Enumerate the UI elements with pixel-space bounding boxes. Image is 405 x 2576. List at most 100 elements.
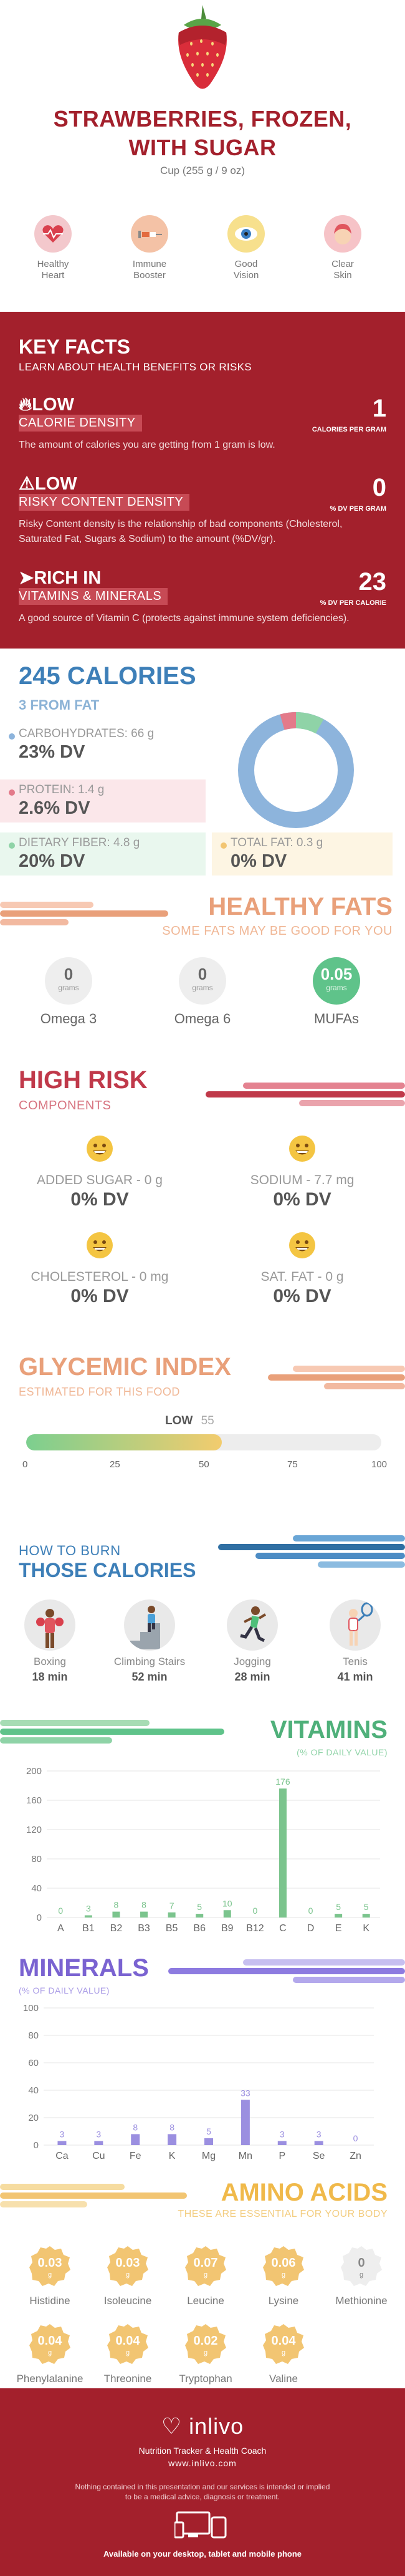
bar-Mn xyxy=(241,2100,250,2145)
bar-B1 xyxy=(84,1915,92,1918)
amino-badge-shape xyxy=(107,2324,148,2364)
y-tick-label: 0 xyxy=(37,1913,42,1923)
x-tick-label: K xyxy=(169,2151,176,2161)
x-tick-label: Ca xyxy=(55,2151,69,2161)
heart-logo-icon: ♡ xyxy=(161,2413,183,2439)
activity-name: Climbing Stairs xyxy=(113,1656,186,1667)
fat-value-circle: 0 grams xyxy=(45,957,92,1005)
benefit-label: Good xyxy=(234,259,258,269)
bar-B6 xyxy=(196,1914,204,1918)
carbs-dv: 23% DV xyxy=(19,742,85,762)
activity-jogging: Jogging 28 min xyxy=(206,1599,299,1684)
amino-unit: g xyxy=(125,2349,130,2357)
header: STRAWBERRIES, FROZEN, WITH SUGAR Cup (25… xyxy=(0,0,405,281)
amino-badge-shape xyxy=(341,2246,382,2286)
fats-subtitle: SOME FATS MAY BE GOOD FOR YOU xyxy=(162,924,393,938)
footer-brand: ♡ inlivo xyxy=(0,2413,405,2439)
activity-minutes: 52 min xyxy=(131,1671,168,1683)
risk-dv: 0% DV xyxy=(70,1286,129,1306)
fact-risky-density: ⚠LOW RISKY CONTENT DENSITY 0 % DV PER GR… xyxy=(19,474,386,547)
bar-Cu xyxy=(94,2141,103,2145)
x-tick-label: B9 xyxy=(221,1923,234,1934)
burn-calories-section: HOW TO BURN THOSE CALORIES Boxing 18 min… xyxy=(0,1509,405,1709)
key-facts-title: KEY FACTS xyxy=(19,335,130,358)
amino-unit: g xyxy=(203,2349,208,2357)
benefits-row: Healthy Heart Immune Booster Good Vision xyxy=(0,215,405,281)
glycemic-bar-fill xyxy=(26,1434,222,1450)
footer-url[interactable]: www.inlivo.com xyxy=(168,2458,237,2468)
fat-unit: grams xyxy=(58,983,79,992)
bar-Se xyxy=(314,2141,323,2145)
amino-acids-section: AMINO ACIDS THESE ARE ESSENTIAL FOR YOUR… xyxy=(0,2179,405,2388)
healthy-fats-section: HEALTHY FATS SOME FATS MAY BE GOOD FOR Y… xyxy=(0,885,405,1048)
tennis-icon xyxy=(330,1599,381,1651)
x-tick-label: C xyxy=(279,1923,287,1934)
amino-item: 0.07 g Leucine xyxy=(165,2245,246,2307)
benefit-label: Skin xyxy=(333,270,352,281)
amino-value: 0.07 xyxy=(193,2256,218,2270)
minerals-decor-stripes xyxy=(168,1959,405,1983)
amino-value: 0.02 xyxy=(193,2334,218,2348)
fact-level: LOW xyxy=(35,474,77,494)
heart-icon xyxy=(34,215,72,253)
amino-item: 0.03 g Isoleucine xyxy=(87,2245,168,2307)
fat-omega6: 0 grams Omega 6 xyxy=(156,957,249,1027)
x-tick-label: B5 xyxy=(166,1923,178,1934)
eye-icon xyxy=(227,215,265,253)
fat-omega3: 0 grams Omega 3 xyxy=(22,957,115,1027)
y-tick-label: 120 xyxy=(26,1825,42,1835)
amino-decor-stripes xyxy=(0,2184,187,2207)
bar-Fe xyxy=(131,2134,140,2145)
glycemic-tick: 0 xyxy=(22,1459,28,1470)
fat-unit: grams xyxy=(326,983,347,992)
amino-value: 0 xyxy=(358,2256,365,2270)
protein-label: PROTEIN: 1.4 g xyxy=(19,783,105,796)
fat-dot xyxy=(221,842,227,849)
vitamins-chart: 200 160 120 80 40 0 0 A 3 B1 8 B2 8 B3 7 B5 5 B6 10 B9 0 B12 1… xyxy=(26,1766,380,1934)
glycemic-section: GLYCEMIC INDEX ESTIMATED FOR THIS FOOD L… xyxy=(0,1341,405,1503)
minerals-section: MINERALS (% OF DAILY VALUE) 100 80 60 40 20 0… xyxy=(0,1946,405,2170)
glycemic-value: 55 xyxy=(201,1414,214,1427)
amino-value: 0.04 xyxy=(115,2334,140,2348)
amino-item: 0.02 g Tryptophan xyxy=(165,2323,246,2385)
risk-name: CHOLESTEROL - 0 mg xyxy=(31,1270,169,1284)
amino-badge: 0.04 g xyxy=(262,2323,305,2366)
x-tick-label: K xyxy=(363,1923,369,1934)
risk-dv: 0% DV xyxy=(273,1286,331,1306)
fat-value: 0 xyxy=(198,965,207,983)
activity-name: Tenis xyxy=(343,1656,368,1667)
y-tick-label: 40 xyxy=(31,1883,42,1894)
amino-value: 0.04 xyxy=(37,2334,62,2348)
calories-donut xyxy=(238,712,354,828)
bar-C xyxy=(279,1788,287,1918)
protein-item: PROTEIN: 1.4 g 2.6% DV xyxy=(0,779,206,822)
fat-value: 0.05 xyxy=(320,965,353,983)
smile-icon xyxy=(289,1232,315,1258)
amino-unit: g xyxy=(281,2349,286,2357)
bar-value-label: 0 xyxy=(58,1906,63,1916)
risk-sodium: SODIUM - 7.7 mg 0% DV xyxy=(209,1135,396,1210)
glycemic-tick: 25 xyxy=(110,1459,120,1470)
amino-title: AMINO ACIDS xyxy=(221,2179,388,2206)
minerals-chart: 100 80 60 40 20 0 3 Ca 3 Cu 8 Fe 8 K 5 Mg 33 Mn 3 P 3 Se 0 Zn xyxy=(23,2003,374,2161)
serving-size: Cup (255 g / 9 oz) xyxy=(160,165,245,176)
amino-item: 0.04 g Phenylalanine xyxy=(9,2323,90,2385)
amino-value: 0.03 xyxy=(115,2256,140,2270)
burn-title-2: THOSE CALORIES xyxy=(19,1559,196,1581)
amino-item: 0.04 g Valine xyxy=(243,2323,324,2385)
key-facts-section: KEY FACTS LEARN ABOUT HEALTH BENEFITS OR… xyxy=(0,312,405,649)
y-tick-label: 60 xyxy=(28,2058,39,2068)
risk-decor-stripes xyxy=(206,1083,405,1106)
amino-item: 0 g Methionine xyxy=(321,2245,402,2307)
carbs-label: CARBOHYDRATES: 66 g xyxy=(19,727,155,740)
fat-value-circle: 0 grams xyxy=(179,957,226,1005)
amino-name: Isoleucine xyxy=(103,2295,152,2307)
risk-name: ADDED SUGAR - 0 g xyxy=(37,1173,163,1187)
disclaimer-line: to be a medical advice, diagnosis or tre… xyxy=(125,2492,280,2501)
strawberry-icon xyxy=(178,5,227,89)
bar-value-label: 0 xyxy=(308,1906,313,1916)
fat-item: TOTAL FAT: 0.3 g 0% DV xyxy=(212,832,393,876)
benefit-vision: Good Vision xyxy=(199,215,293,281)
bar-B5 xyxy=(168,1912,176,1918)
